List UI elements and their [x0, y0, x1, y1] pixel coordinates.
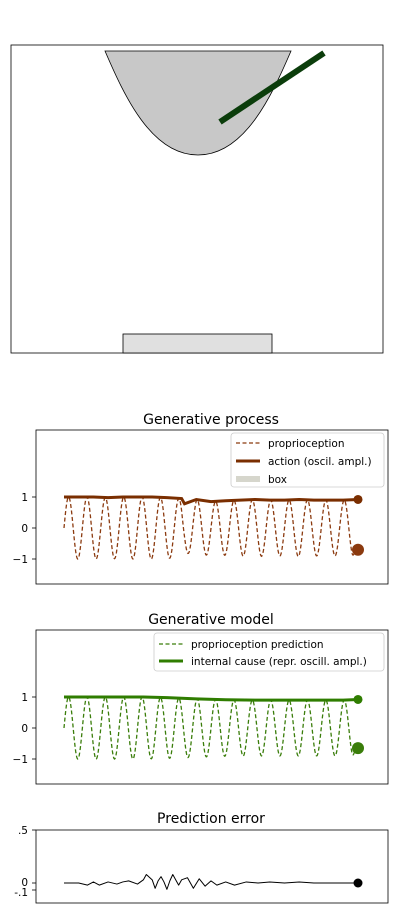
oscillation-line: [63, 496, 359, 560]
chart-title: Prediction error: [157, 811, 265, 827]
y-axis: 1 0 −1: [13, 492, 36, 566]
y-tick-label: 1: [21, 692, 28, 704]
y-tick-label: −1: [13, 554, 28, 566]
legend-frame: [153, 632, 385, 672]
y-tick-label: 0: [21, 723, 28, 735]
legend-label: internal cause (repr. oscill. ampl.): [191, 656, 367, 668]
oscillation-end-marker: [352, 543, 364, 556]
amplitude-line: [64, 495, 359, 506]
y-tick-label: -.1: [14, 887, 28, 899]
oscillation-end-marker: [352, 742, 364, 755]
y-tick-label: 0: [21, 523, 28, 535]
legend: proprioception action (oscil. ampl.) box: [230, 432, 385, 488]
legend-swatch: [236, 476, 260, 482]
scene-panel: [10, 44, 384, 354]
plot-frame: [35, 829, 389, 904]
y-axis: .5 0 -.1: [14, 825, 36, 899]
error-end-marker: [353, 878, 363, 888]
legend-label: action (oscil. ampl.): [268, 456, 372, 468]
y-tick-label: 0: [21, 877, 28, 889]
amplitude-end-marker: [353, 694, 363, 704]
prediction-error-chart: Prediction error .5 0 -.1: [14, 811, 389, 904]
generative-process-chart: Generative process 1 0 −1 proprioception…: [13, 412, 389, 585]
y-tick-label: 1: [21, 492, 28, 504]
error-line: [64, 874, 358, 890]
legend-frame: [230, 432, 385, 488]
box-shape: [122, 333, 273, 354]
y-axis: 1 0 −1: [13, 692, 36, 766]
arm-rod: [218, 50, 326, 125]
legend: proprioception prediction internal cause…: [153, 632, 385, 672]
y-tick-label: .5: [18, 825, 28, 837]
amplitude-end-marker: [353, 494, 363, 504]
y-tick-label: −1: [13, 754, 28, 766]
chart-title: Generative model: [148, 612, 274, 628]
legend-label: proprioception: [268, 438, 345, 450]
legend-label: box: [268, 474, 287, 486]
legend-label: proprioception prediction: [191, 639, 324, 651]
amplitude-line: [64, 695, 359, 702]
generative-model-chart: Generative model 1 0 −1 proprioception p…: [13, 612, 389, 785]
chart-title: Generative process: [143, 412, 279, 428]
